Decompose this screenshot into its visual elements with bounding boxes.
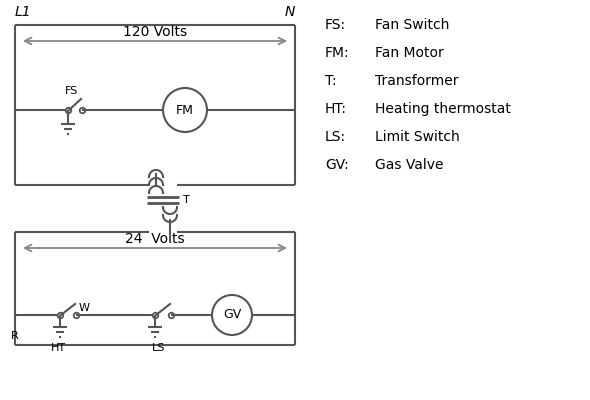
Text: Limit Switch: Limit Switch — [375, 130, 460, 144]
Text: Heating thermostat: Heating thermostat — [375, 102, 511, 116]
Text: N: N — [284, 5, 295, 19]
Text: 24  Volts: 24 Volts — [125, 232, 185, 246]
Text: R: R — [11, 331, 19, 341]
Text: FM: FM — [176, 104, 194, 116]
Text: T: T — [183, 195, 190, 205]
Text: Fan Motor: Fan Motor — [375, 46, 444, 60]
Text: T:: T: — [325, 74, 337, 88]
Text: FS:: FS: — [325, 18, 346, 32]
Text: W: W — [79, 303, 90, 313]
Text: HT:: HT: — [325, 102, 347, 116]
Text: GV:: GV: — [325, 158, 349, 172]
Text: 120 Volts: 120 Volts — [123, 25, 187, 39]
Text: Fan Switch: Fan Switch — [375, 18, 450, 32]
Text: GV: GV — [223, 308, 241, 322]
Text: FS: FS — [65, 86, 78, 96]
Text: LS:: LS: — [325, 130, 346, 144]
Text: LS: LS — [152, 343, 166, 353]
Text: Transformer: Transformer — [375, 74, 458, 88]
Text: Gas Valve: Gas Valve — [375, 158, 444, 172]
Text: L1: L1 — [15, 5, 32, 19]
Text: FM:: FM: — [325, 46, 350, 60]
Text: HT: HT — [50, 343, 65, 353]
